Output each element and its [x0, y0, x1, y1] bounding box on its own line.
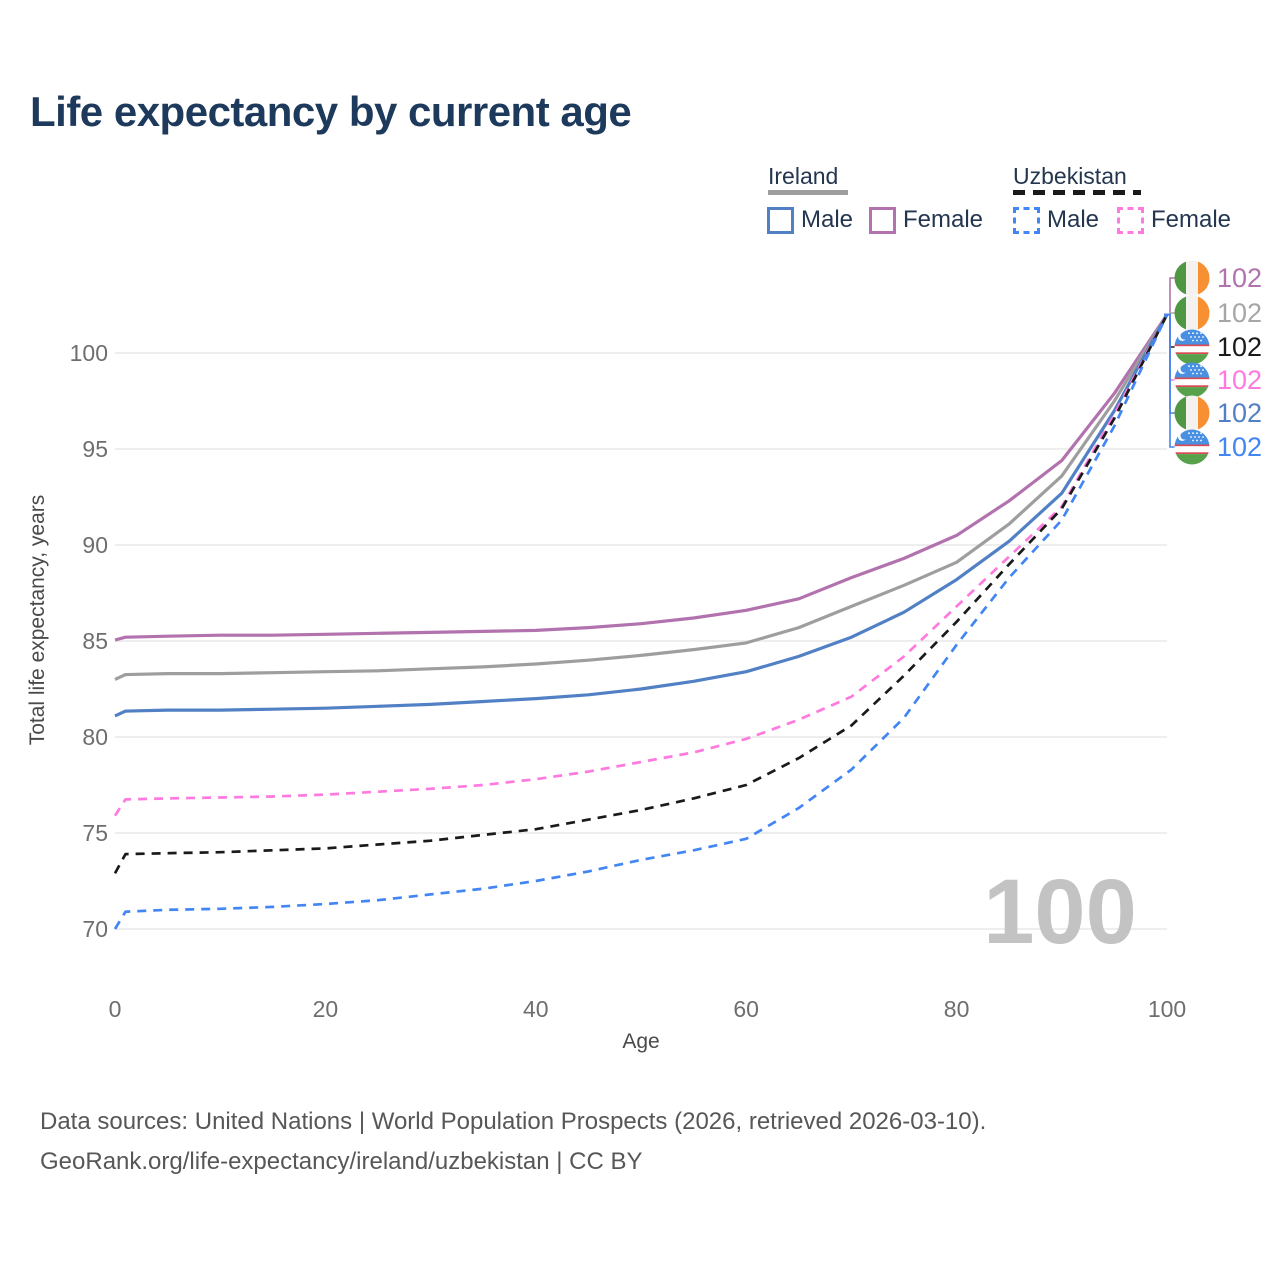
legend-item-uzbekistan-male[interactable]: Male [1013, 206, 1099, 234]
endpoint-value: 102 [1217, 297, 1263, 328]
endpoint-value: 102 [1217, 364, 1263, 395]
legend-group-uzbekistan-label: Uzbekistan [1013, 163, 1127, 189]
endpoint-value: 102 [1217, 262, 1263, 293]
uzbekistan-flag-icon [1174, 429, 1210, 465]
ireland-male-swatch-icon [767, 206, 794, 234]
x-tick-0: 0 [108, 996, 122, 1022]
endpoint-leader-line [1164, 313, 1175, 448]
legend-ireland-line-sample [768, 190, 848, 195]
y-tick-75: 75 [82, 820, 108, 846]
endpoint-label-ireland-both-sexes: 102 [1174, 295, 1262, 331]
legend-item-label: Male [801, 206, 854, 233]
x-tick-60: 60 [733, 996, 759, 1022]
y-tick-80: 80 [82, 724, 108, 750]
legend-item-label: Female [1151, 206, 1232, 233]
endpoint-label-ireland-female: 102 [1174, 260, 1262, 296]
endpoint-label-uzbekistan-male: 102 [1174, 429, 1262, 465]
endpoint-value: 102 [1217, 397, 1263, 428]
endpoint-label-uzbekistan-both-sexes: 102 [1174, 329, 1262, 365]
y-tick-100: 100 [69, 340, 108, 366]
x-tick-100: 100 [1147, 996, 1187, 1022]
series-line-ireland-female [114, 313, 1169, 642]
series-line-ireland-both-sexes [114, 313, 1169, 681]
series-line-uzbekistan-female [113, 313, 1169, 817]
uzbekistan-male-swatch-icon [1013, 206, 1040, 234]
ireland-flag-icon [1174, 260, 1210, 296]
line-chart-canvas [113, 277, 1175, 930]
legend-item-label: Female [903, 206, 984, 233]
endpoint-value: 102 [1217, 331, 1263, 362]
y-tick-85: 85 [82, 628, 108, 654]
age-watermark: 100 [983, 861, 1137, 963]
x-tick-80: 80 [943, 996, 970, 1022]
x-tick-20: 20 [312, 996, 339, 1022]
endpoint-value: 102 [1217, 431, 1263, 462]
footer-attribution-link: GeoRank.org/life-expectancy/ireland/uzbe… [40, 1148, 643, 1175]
ireland-female-swatch-icon [869, 206, 896, 234]
ireland-flag-icon [1174, 295, 1210, 331]
legend-uzbekistan-line-sample [1013, 190, 1141, 195]
y-tick-95: 95 [82, 436, 108, 462]
legend-item-ireland-male[interactable]: Male [767, 206, 853, 234]
ireland-flag-icon [1174, 395, 1210, 431]
series-line-uzbekistan-male [113, 314, 1169, 930]
y-tick-70: 70 [82, 916, 108, 942]
series-line-ireland-male [114, 313, 1169, 718]
x-axis-title: Age [622, 1030, 660, 1053]
legend-group-ireland-label: Ireland [768, 163, 839, 189]
uzbekistan-flag-icon [1174, 329, 1210, 365]
uzbekistan-flag-icon [1174, 362, 1210, 398]
x-tick-40: 40 [523, 996, 549, 1022]
legend-item-label: Male [1047, 206, 1100, 233]
uzbekistan-female-swatch-icon [1117, 206, 1144, 234]
endpoint-label-uzbekistan-female: 102 [1174, 362, 1262, 398]
legend-item-uzbekistan-female[interactable]: Female [1117, 206, 1231, 234]
series-line-uzbekistan-both-sexes [113, 313, 1169, 874]
page-title: Life expectancy by current age [30, 88, 632, 135]
legend-item-ireland-female[interactable]: Female [869, 206, 983, 234]
y-tick-90: 90 [82, 532, 108, 558]
endpoint-label-ireland-male: 102 [1174, 395, 1262, 431]
footer-data-sources: Data sources: United Nations | World Pop… [40, 1108, 987, 1135]
